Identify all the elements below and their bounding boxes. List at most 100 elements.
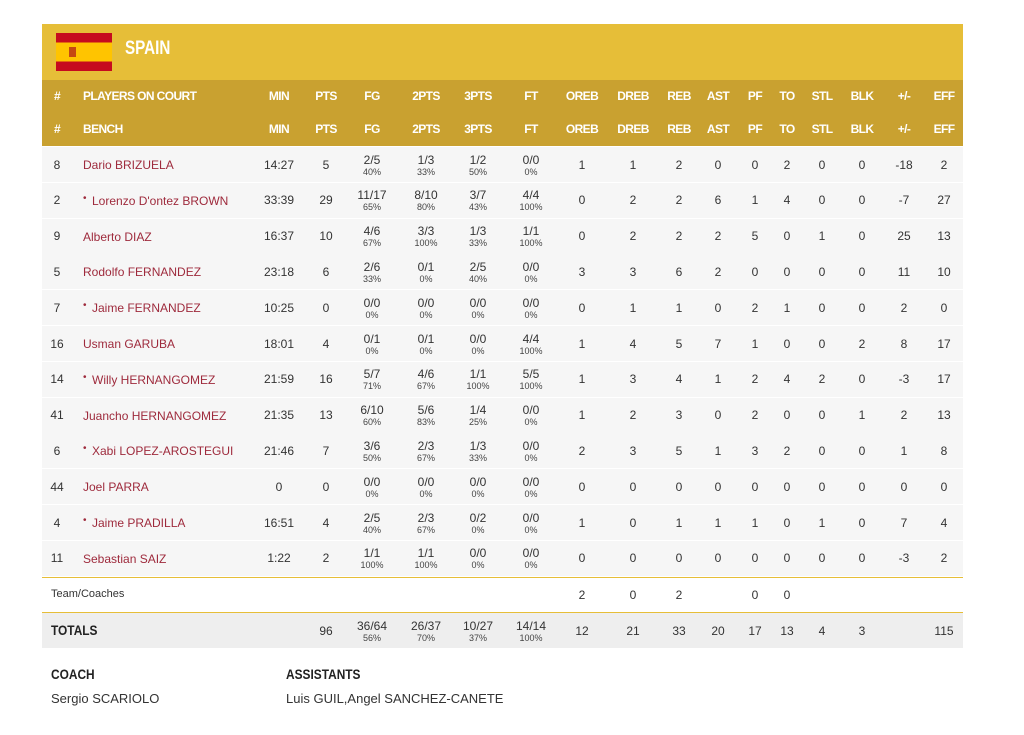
- coach-label: COACH: [51, 666, 95, 682]
- shot-made: 1/3: [417, 152, 435, 167]
- shot-pct: 70%: [416, 632, 435, 643]
- player-name: Jaime PRADILLA: [92, 516, 186, 530]
- stat-cell: 0: [858, 515, 866, 530]
- shot-made: 2/5: [469, 259, 487, 274]
- team-label: Team/Coaches: [51, 588, 125, 600]
- stat-cell: 3: [629, 372, 637, 387]
- shot-pct: 0%: [524, 273, 538, 284]
- shot-pct: 100%: [414, 238, 438, 249]
- stat-cell: 7: [53, 300, 61, 315]
- stat-cell: 5: [675, 336, 683, 351]
- stat-cell: 17: [937, 336, 951, 351]
- assistants-label: ASSISTANTS: [286, 666, 361, 682]
- shot-pct: 100%: [519, 238, 543, 249]
- column-header: OREB: [565, 89, 599, 103]
- column-header: REB: [667, 89, 691, 103]
- shot-pct: 0%: [471, 560, 485, 571]
- shot-pct: 0%: [471, 309, 485, 320]
- column-header: #: [53, 122, 61, 136]
- stat-cell: 0: [783, 515, 791, 530]
- stat-cell: 2: [675, 193, 683, 208]
- stat-cell: 0: [275, 479, 283, 494]
- stat-cell: 0: [578, 193, 586, 208]
- player-row: [42, 182, 963, 219]
- stat-cell: 2: [783, 443, 791, 458]
- stat-cell: 1: [858, 408, 866, 423]
- stat-cell: 12: [575, 623, 589, 638]
- shot-pct: 0%: [419, 488, 433, 499]
- stat-cell: 11: [897, 264, 911, 279]
- stat-cell: 2: [578, 443, 586, 458]
- column-header: TO: [779, 89, 795, 103]
- stat-cell: 0: [629, 551, 637, 566]
- stat-cell: 2: [818, 372, 826, 387]
- starter-mark: •: [83, 443, 87, 455]
- stat-cell: 3: [858, 623, 866, 638]
- player-row: [42, 147, 963, 183]
- column-header: FG: [364, 122, 380, 136]
- shot-made: 4/6: [363, 224, 381, 239]
- stat-cell: 1: [578, 408, 586, 423]
- stat-cell: 4: [783, 372, 791, 387]
- shot-made: 0/0: [522, 546, 540, 561]
- stat-cell: 0: [858, 157, 866, 172]
- shot-pct: 100%: [519, 202, 543, 213]
- starter-mark: •: [83, 515, 87, 526]
- shot-pct: 56%: [362, 632, 381, 643]
- stat-cell: 0: [751, 587, 759, 602]
- column-header: MIN: [268, 89, 290, 103]
- shot-made: 0/0: [417, 295, 435, 310]
- column-header: 3PTS: [464, 89, 492, 103]
- stat-cell: 6: [53, 443, 61, 458]
- shot-made: 0/0: [522, 403, 540, 418]
- stat-cell: 0: [858, 193, 866, 208]
- column-header: STL: [811, 89, 833, 103]
- stat-cell: 13: [937, 229, 951, 244]
- stat-cell: 16:51: [263, 515, 295, 530]
- column-header: FT: [524, 89, 538, 103]
- stat-cell: 1: [675, 515, 683, 530]
- shot-made: 0/0: [522, 259, 540, 274]
- column-header: REB: [667, 122, 691, 136]
- stat-cell: 9: [53, 229, 61, 244]
- stat-cell: 16: [50, 336, 64, 351]
- stat-cell: 0: [818, 336, 826, 351]
- shot-made: 2/3: [417, 438, 435, 453]
- stat-cell: 4: [53, 515, 61, 530]
- stat-cell: 6: [675, 264, 683, 279]
- team-header: [42, 24, 963, 80]
- stat-cell: 1: [629, 300, 637, 315]
- shot-made: 0/2: [469, 510, 487, 525]
- stat-cell: 2: [751, 408, 759, 423]
- stat-cell: 2: [675, 587, 683, 602]
- shot-pct: 100%: [414, 560, 438, 571]
- stat-cell: 2: [714, 229, 722, 244]
- shot-made: 2/6: [363, 259, 381, 274]
- stat-cell: 25: [897, 229, 911, 244]
- column-header: FT: [524, 122, 538, 136]
- shot-pct: 33%: [362, 273, 381, 284]
- shot-made: 1/4: [469, 403, 487, 418]
- shot-pct: 100%: [519, 345, 543, 356]
- shot-pct: 0%: [419, 345, 433, 356]
- stat-cell: 4: [940, 515, 948, 530]
- stat-cell: 8: [900, 336, 908, 351]
- shot-pct: 0%: [524, 417, 538, 428]
- stat-cell: 1: [675, 300, 683, 315]
- shot-pct: 50%: [468, 166, 487, 177]
- shot-made: 0/0: [522, 438, 540, 453]
- shot-made: 1/1: [469, 367, 487, 382]
- stat-cell: 13: [319, 408, 333, 423]
- column-header: BLK: [850, 89, 874, 103]
- shot-made: 14/14: [515, 618, 547, 633]
- shot-pct: 40%: [362, 166, 381, 177]
- stat-cell: 21: [626, 623, 640, 638]
- shot-pct: 0%: [365, 345, 379, 356]
- shot-made: 5/6: [417, 403, 435, 418]
- shot-pct: 0%: [524, 524, 538, 535]
- stat-cell: 0: [818, 551, 826, 566]
- stat-cell: 0: [783, 408, 791, 423]
- shot-made: 0/1: [417, 259, 435, 274]
- shot-pct: 83%: [416, 417, 435, 428]
